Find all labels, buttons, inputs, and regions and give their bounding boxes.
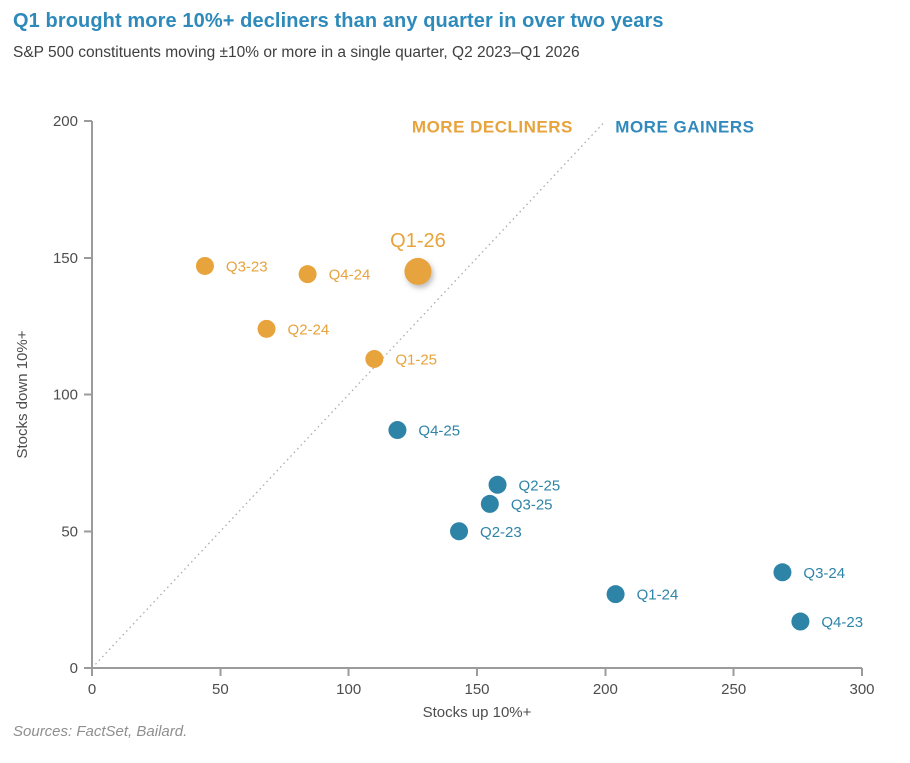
data-point-q3-24 [773,563,792,582]
data-point-q3-25 [480,494,499,513]
data-point-label-q2-25: Q2-25 [519,477,561,494]
data-point-q1-25 [365,349,384,368]
data-point-q4-24 [298,265,317,284]
x-tick-label: 50 [212,681,229,698]
annotation-more-decliners: MORE DECLINERS [412,117,573,136]
data-point-label-q4-23: Q4-23 [821,614,863,631]
data-point-q1-24 [606,585,625,604]
y-tick-label: 150 [53,250,78,267]
data-point-label-q1-25: Q1-25 [395,351,437,368]
data-point-label-q3-23: Q3-23 [226,258,268,275]
data-point-label-q1-26: Q1-26 [390,230,446,252]
data-point-label-q4-24: Q4-24 [329,267,371,284]
data-point-q1-26 [404,257,432,285]
data-point-q2-24 [257,319,276,338]
diagonal-parity-line [91,120,606,669]
x-tick-label: 250 [721,681,746,698]
x-tick-label: 100 [336,681,361,698]
data-point-label-q3-25: Q3-25 [511,496,553,513]
y-tick-label: 50 [61,523,78,540]
data-point-label-q4-25: Q4-25 [418,423,460,440]
data-point-q2-25 [488,475,507,494]
data-point-q2-23 [450,522,469,541]
x-tick-label: 0 [88,681,96,698]
source-note: Sources: FactSet, Bailard. [13,723,188,740]
data-point-label-q2-24: Q2-24 [288,321,330,338]
data-point-q4-23 [791,612,810,631]
chart-subtitle: S&P 500 constituents moving ±10% or more… [13,44,580,61]
y-tick-label: 100 [53,387,78,404]
data-point-label-q3-24: Q3-24 [803,565,845,582]
y-tick-label: 0 [70,660,78,677]
data-point-q3-23 [195,256,214,275]
x-tick-label: 200 [593,681,618,698]
y-tick-label: 200 [53,113,78,130]
data-point-label-q2-23: Q2-23 [480,524,522,541]
data-point-label-q1-24: Q1-24 [637,587,679,604]
x-axis-title: Stocks up 10%+ [423,704,532,721]
annotation-more-gainers: MORE GAINERS [615,117,754,136]
x-tick-label: 150 [464,681,489,698]
page-title: Q1 brought more 10%+ decliners than any … [13,10,664,32]
x-tick-label: 300 [849,681,874,698]
data-point-q4-25 [388,421,407,440]
y-axis-title: Stocks down 10%+ [14,330,31,458]
